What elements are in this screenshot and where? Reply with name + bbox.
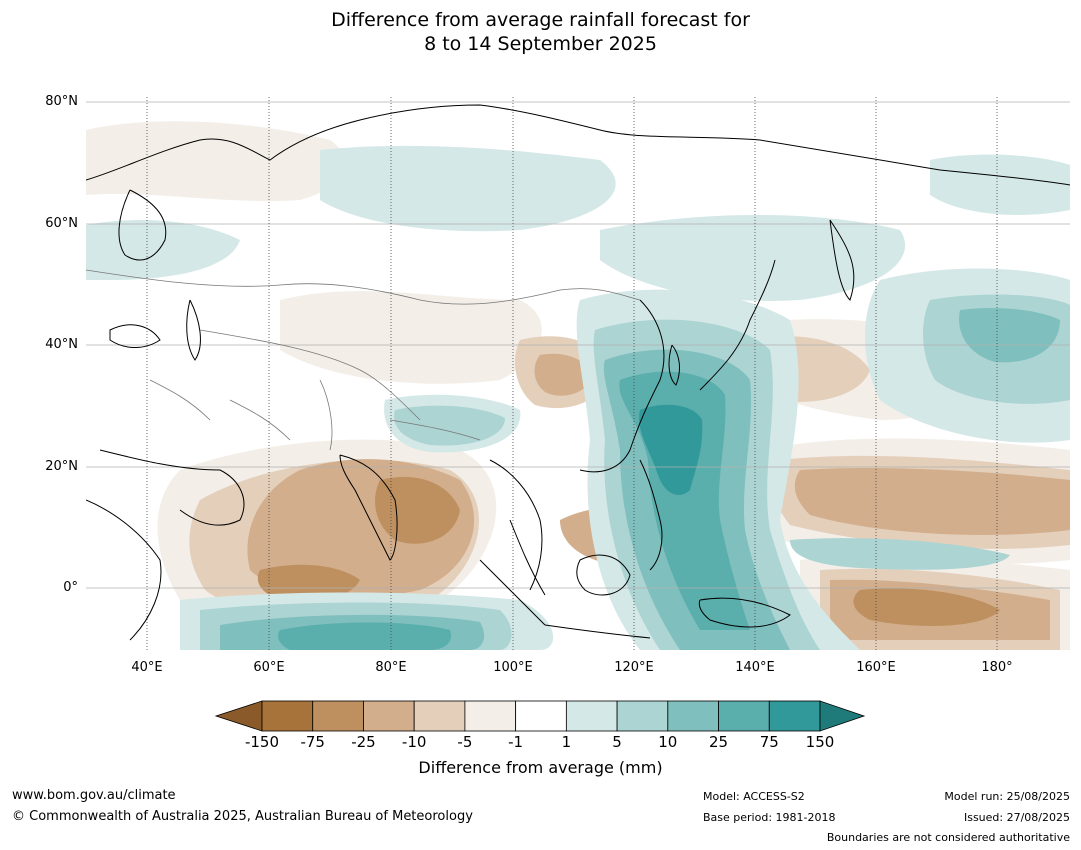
dry-zone-strong-india: [375, 476, 460, 544]
country-borders: [86, 269, 641, 451]
colorbar-bin: [261, 700, 314, 732]
gridlines: [86, 101, 1070, 589]
lat-label-40n: 40°N: [45, 337, 78, 352]
colorbar-bin: [768, 700, 821, 732]
coastline-east-asia: [579, 299, 665, 473]
lon-label-80e: 80°E: [375, 660, 407, 675]
coastline-kamchatka: [829, 219, 855, 301]
wet-zone-light-europe: [86, 220, 240, 280]
lon-label-120e: 120°E: [614, 660, 654, 675]
coastline-java: [544, 624, 651, 639]
wet-zone-light-siberia: [600, 215, 906, 301]
colorbar-bin: [616, 700, 669, 732]
colorbar-bin: [312, 700, 364, 732]
coastline-borneo: [576, 554, 631, 596]
wet-zone-mid-tibet: [394, 405, 505, 446]
coastline-sumatra: [479, 559, 546, 626]
coastline-philippines: [639, 459, 663, 571]
lon-label-40e: 40°E: [131, 660, 163, 675]
lat-label-80n: 80°N: [45, 94, 78, 109]
coastline-korea: [668, 344, 680, 386]
colorbar-tick-label: -150: [244, 733, 280, 751]
colorbar-tick-label: -25: [351, 733, 376, 751]
dry-zone-mid-china: [534, 353, 592, 396]
colorbar-tick-label: 150: [805, 733, 835, 751]
wet-zone-extreme-east-asia: [639, 404, 703, 495]
colorbar-bin: [363, 700, 415, 732]
coastline-indochina: [489, 459, 543, 591]
map-title: Difference from average rainfall forecas…: [0, 8, 1081, 56]
coastline-japan: [699, 259, 776, 391]
dry-zone-strong-pacific: [853, 588, 1000, 626]
colorbar-bin: [464, 700, 517, 732]
lat-label-60n: 60°N: [45, 216, 78, 231]
colorbar-tick-label: 5: [612, 733, 622, 751]
model-name: Model: ACCESS-S2: [703, 790, 805, 803]
website-link[interactable]: www.bom.gov.au/climate: [12, 788, 176, 803]
colorbar-tick-label: 75: [759, 733, 779, 751]
wet-zone-light-arctic: [320, 145, 616, 232]
coastline-black-sea: [109, 324, 161, 348]
colorbar-tick-label: 1: [561, 733, 572, 751]
copyright-text: © Commonwealth of Australia 2025, Austra…: [12, 809, 473, 824]
lat-label-20n: 20°N: [45, 459, 78, 474]
colorbar-extend-low: [214, 700, 263, 732]
colorbar-tick-label: -10: [401, 733, 427, 751]
coastline-africa: [86, 499, 162, 641]
lon-label-100e: 100°E: [493, 660, 533, 675]
anomaly-contours: [86, 121, 1070, 650]
colorbar-bin: [413, 700, 466, 732]
lon-label-140e: 140°E: [735, 660, 775, 675]
coastlines: [86, 104, 1070, 641]
model-run-date: Model run: 25/08/2025: [944, 790, 1070, 803]
coastline-arabia: [99, 449, 245, 526]
colorbar: [214, 700, 866, 732]
dry-zone-mid-pacific: [794, 468, 1070, 535]
wet-zone-mid-tropical-pacific: [790, 538, 1010, 570]
title-line-2: 8 to 14 September 2025: [424, 33, 657, 55]
coastline-caspian: [186, 299, 201, 361]
colorbar-bin: [667, 700, 719, 732]
coastline-scandinavia: [118, 189, 167, 261]
lon-label-180: 180°: [981, 660, 1013, 675]
dry-zone-strong-arabian-sea: [257, 564, 360, 601]
wet-zone-light-east-siberia: [930, 154, 1070, 215]
dry-zone-light-central-asia: [280, 291, 542, 384]
dry-zone-light-europe: [86, 121, 345, 202]
coastline-new-guinea: [698, 597, 791, 628]
lon-label-60e: 60°E: [253, 660, 285, 675]
title-line-1: Difference from average rainfall forecas…: [331, 9, 750, 31]
colorbar-label: Difference from average (mm): [418, 758, 663, 777]
coastline-malaya: [509, 519, 546, 596]
colorbar-extend-high: [819, 700, 866, 732]
lat-label-equator: 0°: [63, 580, 78, 595]
wet-zone-heavy-southern-ocean: [278, 622, 451, 650]
colorbar-tick-label: -75: [300, 733, 325, 751]
colorbar-tick-label: 25: [708, 733, 729, 751]
colorbar-tick-label: -1: [508, 733, 524, 751]
colorbar-tick-label: -5: [457, 733, 473, 751]
lon-label-160e: 160°E: [856, 660, 896, 675]
colorbar-bin: [565, 700, 618, 732]
colorbar-bin: [718, 700, 770, 732]
colorbar-tick-label: 10: [658, 733, 678, 751]
boundaries-disclaimer: Boundaries are not considered authoritat…: [826, 831, 1070, 844]
coastline-india: [339, 454, 398, 561]
coastline-arctic-europe: [86, 104, 1070, 186]
meridian-lines: [146, 97, 998, 650]
wet-zone-strong-north-pacific: [959, 308, 1060, 363]
issued-date: Issued: 27/08/2025: [963, 811, 1070, 824]
base-period: Base period: 1981-2018: [703, 811, 836, 824]
colorbar-bin: [515, 700, 567, 732]
